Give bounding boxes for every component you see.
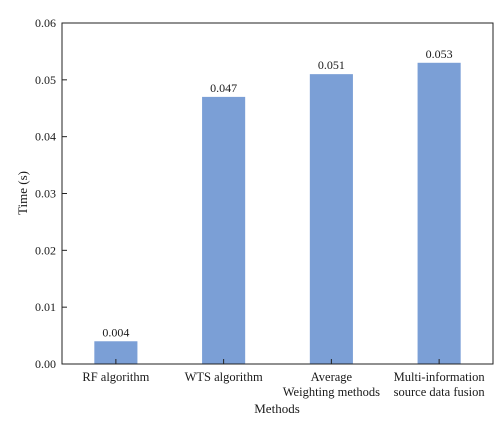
x-tick-label: WTS algorithm bbox=[185, 370, 263, 384]
bars-group: 0.004 0.047 0.051 0.053 bbox=[94, 47, 461, 365]
x-tick-label: Multi-information bbox=[394, 370, 486, 384]
data-label: 0.047 bbox=[210, 81, 237, 95]
x-tick-label: RF algorithm bbox=[82, 370, 149, 384]
x-tick-label: Weighting methods bbox=[283, 385, 380, 399]
y-tick-label: 0.04 bbox=[35, 130, 56, 144]
bar bbox=[94, 341, 138, 364]
data-label: 0.051 bbox=[318, 58, 345, 72]
y-tick-label: 0.06 bbox=[35, 16, 56, 30]
bar bbox=[309, 74, 353, 365]
x-axis-label: Methods bbox=[254, 401, 300, 416]
x-tick-label: source data fusion bbox=[394, 385, 486, 399]
axes-group: 0.00 0.01 0.02 0.03 0.04 0.05 0.06 RF algorithm… bbox=[35, 16, 494, 399]
y-tick-label: 0.01 bbox=[35, 300, 56, 314]
y-tick-label: 0.02 bbox=[35, 243, 56, 257]
y-tick-label: 0.03 bbox=[35, 187, 56, 201]
data-label: 0.004 bbox=[102, 325, 129, 339]
data-label: 0.053 bbox=[426, 47, 453, 61]
y-axis-label: Time (s) bbox=[15, 171, 30, 215]
y-tick-label: 0.00 bbox=[35, 357, 56, 371]
y-tick-label: 0.05 bbox=[35, 73, 56, 87]
bar bbox=[417, 62, 461, 365]
x-tick-label: Average bbox=[311, 370, 353, 384]
bar bbox=[202, 96, 246, 364]
